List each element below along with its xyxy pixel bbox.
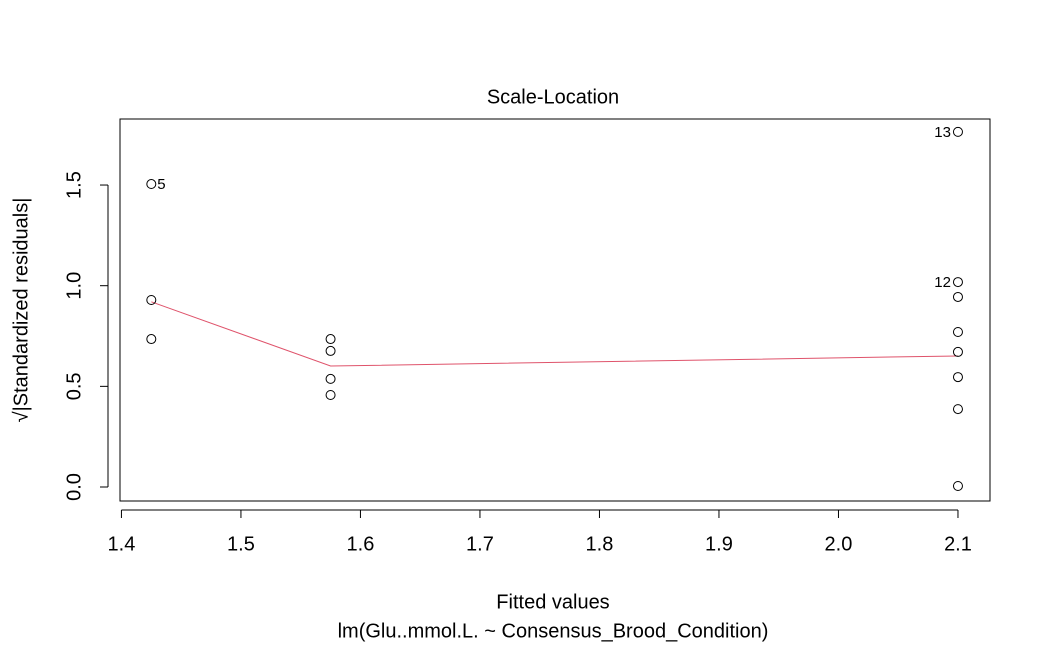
point [952,326,963,337]
x-tick-label: 1.4 [108,533,136,555]
y-tick-label: 1.5 [63,171,85,199]
y-axis-label: √|Standardized residuals| [10,198,32,423]
plot-frame [119,118,991,502]
y-tick-label: 0.0 [63,473,85,501]
point [325,334,336,345]
point [952,372,963,383]
point [952,277,963,288]
x-tick-label: 1.6 [347,533,375,555]
point [952,481,963,492]
point [146,294,157,305]
point [146,179,157,190]
point-label: 12 [934,274,951,291]
chart-title: Scale-Location [487,86,619,108]
point [325,373,336,384]
x-tick-label: 1.7 [466,533,494,555]
smooth-line [151,301,958,367]
x-tick-label: 1.9 [705,533,733,555]
point [952,291,963,302]
subtitle: lm(Glu..mmol.L. ~ Consensus_Brood_Condit… [338,620,769,642]
point [325,390,336,401]
point-label: 5 [157,176,165,193]
x-tick-label: 1.5 [227,533,255,555]
y-tick-label: 1.0 [63,272,85,300]
x-tick-label: 2.1 [944,533,972,555]
point [952,126,963,137]
point [952,404,963,415]
point [146,334,157,345]
y-tick-label: 0.5 [63,372,85,400]
point-label: 13 [934,124,951,141]
point [952,346,963,357]
x-axis-label: Fitted values [496,591,609,613]
x-tick-label: 2.0 [825,533,853,555]
point [325,345,336,356]
x-tick-label: 1.8 [586,533,614,555]
